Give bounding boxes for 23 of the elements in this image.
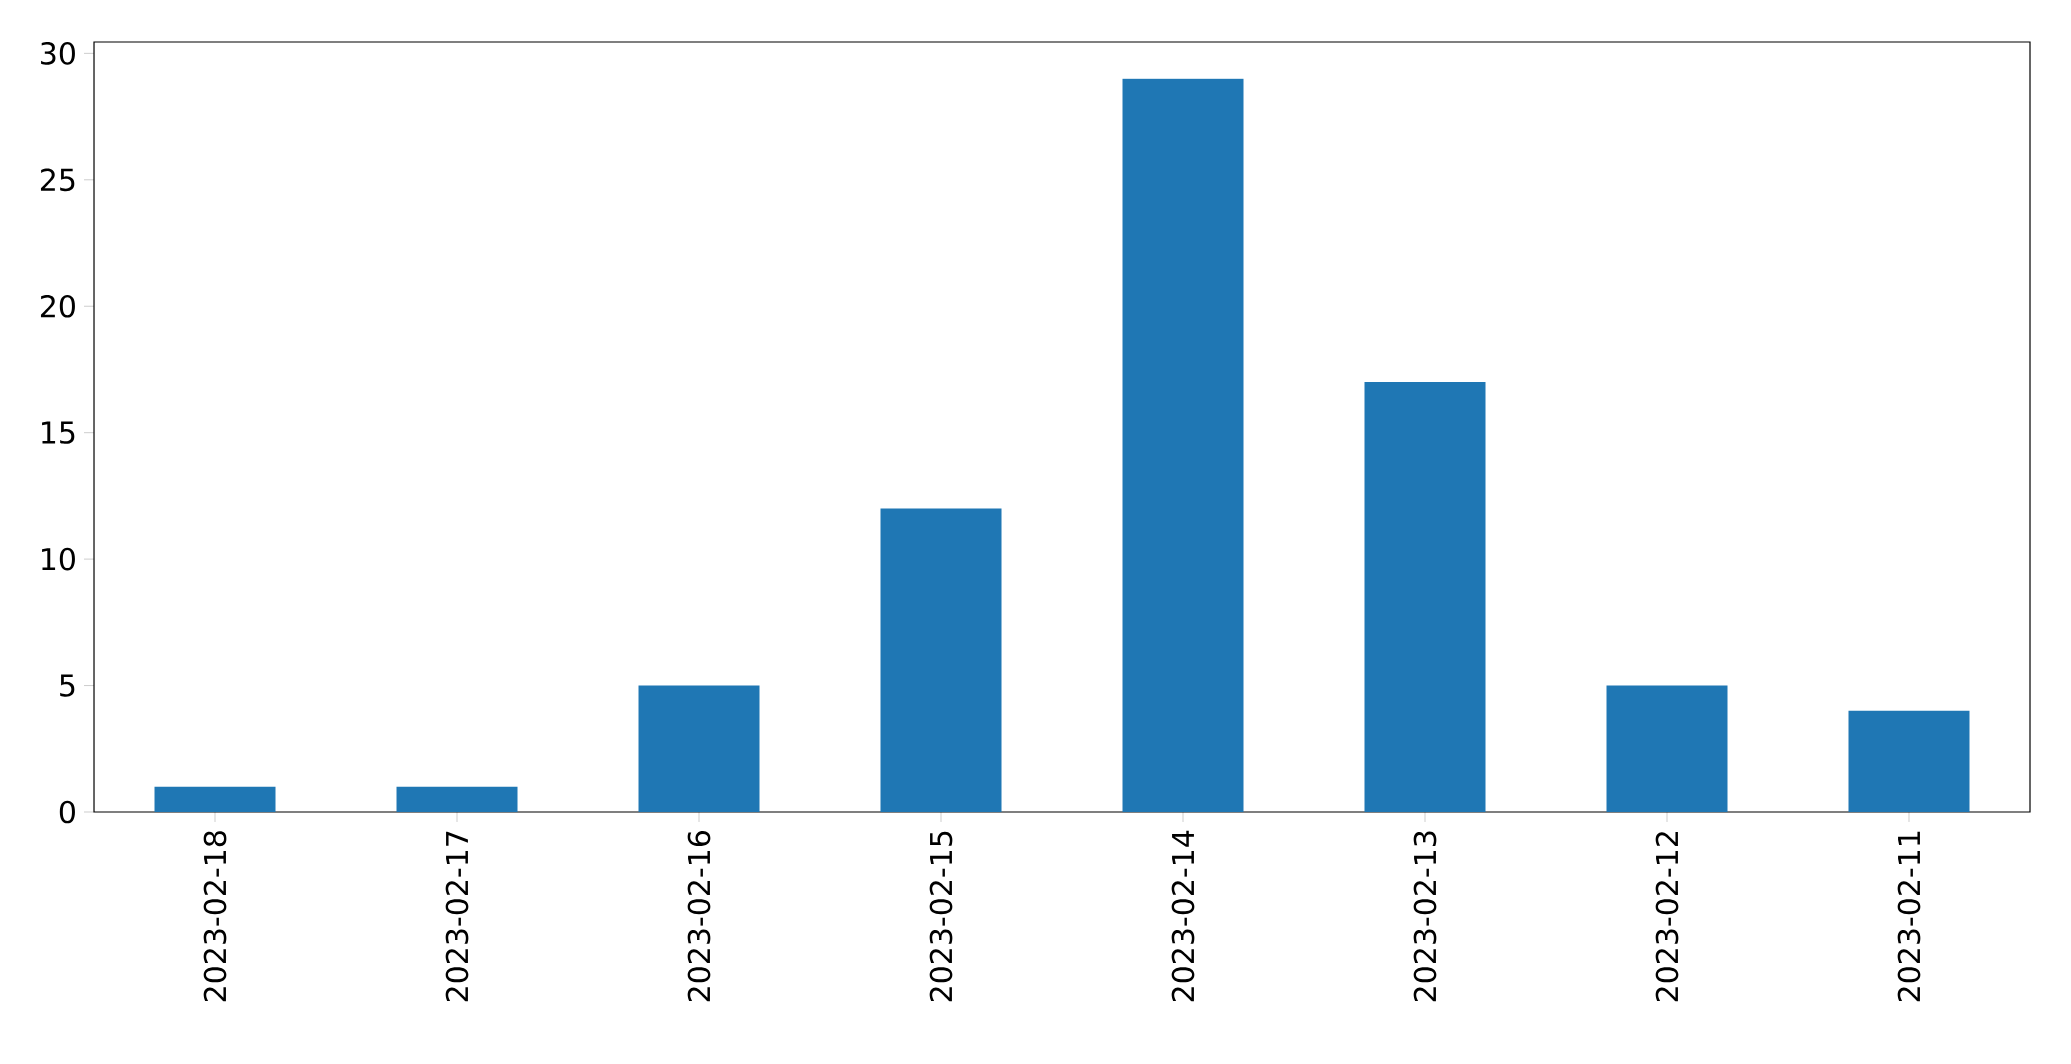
bar (880, 508, 1002, 812)
x-tick-label: 2023-02-16 (687, 830, 711, 1002)
x-tick-label: 2023-02-18 (203, 831, 227, 1002)
bar (1606, 685, 1728, 812)
x-tick-label: 2023-02-15 (929, 831, 953, 1002)
y-tick-label: 30 (41, 42, 75, 65)
x-tick-label: 2023-02-12 (1655, 832, 1679, 1002)
bar (1848, 710, 1970, 812)
bar (638, 685, 760, 812)
y-tick-label: 25 (40, 168, 75, 192)
y-tick-label: 5 (60, 674, 75, 697)
y-tick-label: 15 (42, 421, 75, 444)
x-tick-label: 2023-02-13 (1413, 831, 1437, 1002)
bar (1364, 382, 1486, 812)
bar (396, 786, 518, 812)
y-tick-label: 10 (42, 547, 75, 571)
bar (1122, 78, 1244, 812)
x-tick-label: 2023-02-17 (445, 831, 469, 1002)
bar (154, 786, 276, 812)
x-tick-label: 2023-02-11 (1897, 831, 1921, 1002)
y-tick-label: 20 (40, 294, 75, 318)
x-tick-label: 2023-02-14 (1171, 830, 1195, 1002)
y-tick-label: 0 (59, 800, 75, 824)
